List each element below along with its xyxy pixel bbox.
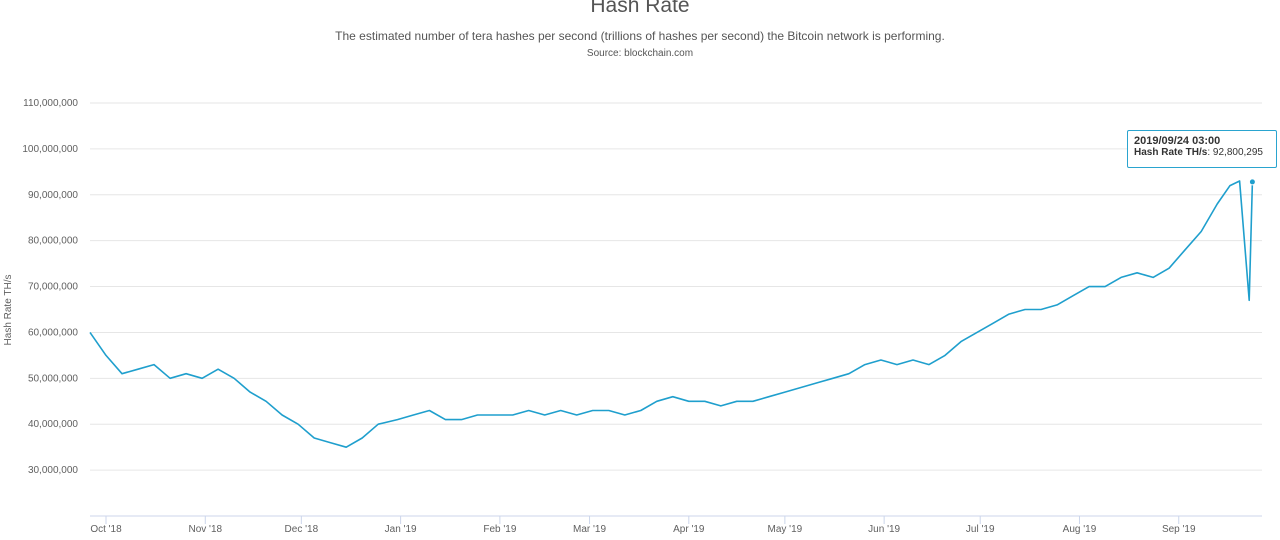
x-tick-label: Mar '19: [573, 524, 606, 535]
x-axis: Oct '18 Nov '18 Dec '18 Jan '19 Feb '19 Mar '…: [90, 515, 1262, 535]
hover-point[interactable]: [1248, 178, 1256, 186]
x-tick-label: May '19: [768, 524, 803, 535]
y-tick-label: 70,000,000: [28, 282, 78, 293]
x-tick-label: Jun '19: [868, 524, 900, 535]
y-tick-label: 90,000,000: [28, 190, 78, 201]
tooltip-date: 2019/09/24 03:00: [1134, 135, 1221, 147]
x-tick-label: Jan '19: [385, 524, 417, 535]
x-tick-label: Nov '18: [188, 524, 222, 535]
y-tick-label: 60,000,000: [28, 327, 78, 338]
y-tick-label: 100,000,000: [22, 144, 78, 155]
series-line[interactable]: [89, 180, 1254, 449]
y-tick-label: 110,000,000: [23, 98, 78, 109]
tooltip: 2019/09/24 03:00 Hash Rate TH/s: 92,800,…: [1127, 130, 1277, 168]
tooltip-value: 92,800,295: [1212, 147, 1263, 158]
y-tick-label: 40,000,000: [28, 419, 78, 430]
chart-source: Source: blockchain.com: [586, 48, 694, 59]
y-axis-title: Hash Rate TH/s: [3, 275, 14, 346]
y-tick-label: 80,000,000: [28, 236, 78, 247]
tooltip-colon: :: [1207, 147, 1213, 158]
x-tick-label: Dec '18: [285, 524, 319, 535]
y-axis: 30,000,000 40,000,000 50,000,000 60,000,000…: [22, 98, 78, 476]
series-layer[interactable]: [89, 178, 1256, 449]
grid-lines: [90, 102, 1262, 471]
x-tick-label: Aug '19: [1063, 524, 1097, 535]
y-tick-label: 50,000,000: [28, 373, 78, 384]
x-tick-label: Jul '19: [966, 524, 995, 535]
chart-subtitle: The estimated number of tera hashes per …: [335, 29, 945, 43]
chart-title: Hash Rate: [590, 0, 690, 17]
tooltip-series-label: Hash Rate TH/s: [1134, 147, 1208, 158]
x-tick-label: Feb '19: [483, 524, 516, 535]
x-tick-label: Sep '19: [1162, 524, 1196, 535]
x-tick-label: Apr '19: [673, 524, 705, 535]
y-tick-label: 30,000,000: [28, 465, 78, 476]
x-tick-label: Oct '18: [90, 524, 122, 535]
